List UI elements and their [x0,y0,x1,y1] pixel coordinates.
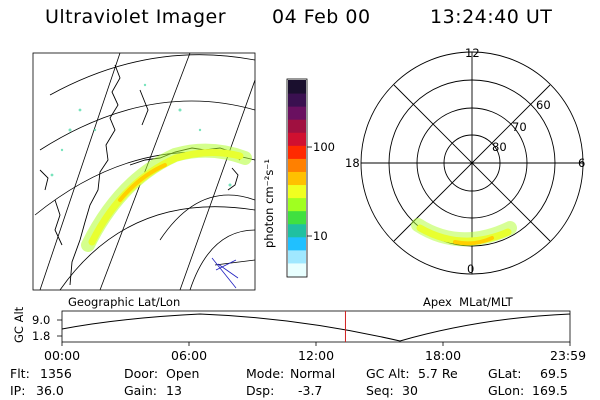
mlt-12-label: 12 [465,46,480,60]
colorbar-unit-label: photon cm⁻²s⁻¹ [262,159,276,248]
mlat-80-label: 80 [492,140,507,154]
ip-value: 36.0 [36,383,64,398]
colorbar-segment [288,184,306,199]
ytick-9: 9.0 [32,313,51,327]
dsp-label: Dsp: [246,383,275,398]
geographic-caption: Geographic Lat/Lon [68,295,181,309]
geographic-map [32,52,256,291]
xtick-1200: 12:00 [298,348,335,363]
mlt-18-label: 18 [345,156,360,170]
colorbar-segment [288,119,306,133]
gain-value: 13 [166,383,182,398]
date-label: 04 Feb 00 [272,6,371,28]
xtick-1800: 18:00 [425,348,462,363]
mlat-60-label: 60 [536,98,551,112]
seq-label: Seq: [366,383,394,398]
xtick-0600: 06:00 [171,348,208,363]
colorbar-segment [288,158,306,172]
ytick-1-8: 1.8 [32,329,51,343]
mlt-6-label: 6 [578,156,586,170]
colorbar-tick-100: 100 [313,140,335,154]
glat-label: GLat: [488,366,522,381]
colorbar-segment [288,210,306,225]
apex-caption: Apex MLat/MLT [423,295,513,309]
seq-value: 30 [402,383,418,398]
flt-label: Flt: [10,366,30,381]
colorbar-tick-10: 10 [313,229,328,243]
xtick-2359: 23:59 [550,348,587,363]
colorbar-segment [288,197,306,212]
gc-alt-ylabel: GC Alt [12,306,26,343]
dsp-value: -3.7 [298,383,323,398]
colorbar-segment [288,145,306,159]
ip-label: IP: [10,383,26,398]
gcalt-value: 5.7 Re [418,366,458,381]
glon-label: GLon: [488,383,525,398]
colorbar-segment [288,80,306,94]
colorbar [286,78,312,278]
gcalt-label: GC Alt: [366,366,410,381]
flt-value: 1356 [40,366,72,381]
glat-value: 69.5 [540,366,568,381]
glon-value: 169.5 [532,383,568,398]
mode-label: Mode: [246,366,285,381]
colorbar-segment [288,106,306,120]
mlt-0-label: 0 [467,262,475,276]
colorbar-segment [288,262,306,277]
mode-value: Normal [290,366,336,381]
door-label: Door: [124,366,159,381]
door-value: Open [166,366,200,381]
colorbar-segment [288,132,306,146]
gain-label: Gain: [124,383,157,398]
xtick-0000: 00:00 [44,348,81,363]
mlat-70-label: 70 [512,120,527,134]
colorbar-segment [288,236,306,251]
colorbar-segment [288,171,306,186]
colorbar-segment [288,93,306,107]
instrument-title: Ultraviolet Imager [45,6,227,28]
altitude-plot [57,310,571,346]
colorbar-segment [288,249,306,264]
time-label: 13:24:40 UT [430,6,553,28]
colorbar-segment [288,223,306,238]
